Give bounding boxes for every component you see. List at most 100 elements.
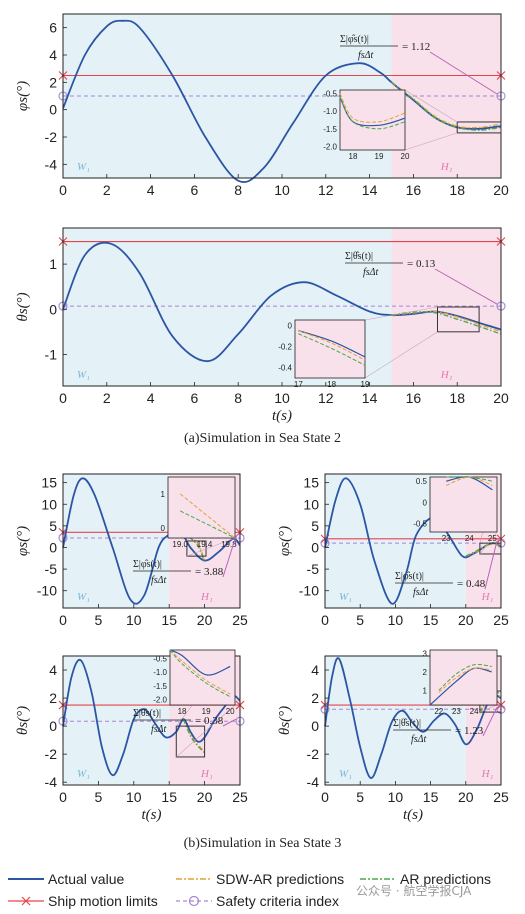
inset-y-tick-label: 0 (423, 498, 428, 507)
zoom-box (456, 121, 502, 134)
legend-actual-value: Actual value (8, 871, 125, 887)
inset-y-tick-label: -2.0 (153, 696, 167, 705)
x-tick-label: 8 (234, 182, 242, 198)
x-axis-label: t(s) (272, 408, 292, 424)
y-tick-label: -1 (45, 346, 58, 362)
x-axis-label: t(s) (142, 807, 162, 823)
annotation-arrow (429, 51, 498, 95)
x-tick-label: 10 (126, 789, 142, 805)
x-tick-label: 15 (161, 612, 177, 628)
inset-x-tick-label: 18 (327, 380, 336, 389)
x-tick-label: 18 (449, 182, 465, 198)
y-tick-label: 15 (41, 475, 57, 491)
sdw-ar-prediction-line (391, 310, 502, 333)
window-label: W₁ (339, 591, 352, 603)
x-tick-label: 2 (103, 182, 111, 198)
horizon-label: H₁ (200, 768, 213, 780)
inset-x-tick-label: 25 (488, 534, 497, 543)
inset-x-tick-label: 18 (178, 707, 187, 716)
horizon-label: H₁ (481, 768, 494, 780)
inset-x-tick-label: 20 (401, 152, 410, 161)
x-tick-label: 4 (147, 182, 155, 198)
ar-prediction-line (479, 691, 502, 713)
actual-value-line (62, 477, 241, 605)
horizon-label: H₁ (440, 369, 453, 381)
y-tick-label: -2 (45, 746, 58, 762)
horizon-label: H₁ (440, 161, 453, 173)
inset-x-tick-label: 19 (361, 380, 370, 389)
inset-x-tick-label: 22 (434, 707, 443, 716)
x-tick-label: 20 (493, 390, 509, 406)
annotation-numerator: Σ|φ̂s(t)| (395, 571, 424, 582)
y-tick-label: 0 (311, 539, 319, 555)
inset-y-tick-label: 1 (423, 686, 428, 695)
chart-a1: W₁ H₁ 0 2 4 6 8 10 12 14 16 18 20 -4 -2 0 2 4 6 φs(°) 18 19 20… (15, 13, 509, 198)
inset-y-tick-label: 3 (423, 650, 428, 659)
inset-sdw-line (169, 649, 231, 695)
annotation-numerator: Σ|φ̂s(t)| (133, 559, 162, 570)
annotation-numerator: Σ|θ̂s(t)| (345, 251, 373, 262)
legend-safety-criteria-index: Safety criteria index (174, 891, 374, 911)
y-tick-label: 2 (49, 74, 57, 90)
y-tick-label: -10 (37, 583, 57, 599)
x-tick-label: 10 (126, 612, 142, 628)
annotation-arrow (222, 718, 237, 727)
annotation-denominator: fsΔt (151, 724, 167, 735)
zoom-connector (479, 704, 498, 713)
x-tick-label: 5 (356, 789, 364, 805)
actual-value-line (324, 477, 502, 605)
window-label: W₁ (77, 161, 90, 173)
x-tick-label: 4 (147, 390, 155, 406)
inset-x-tick-label: 17 (294, 380, 303, 389)
inset-x-tick-label: 19 (375, 152, 384, 161)
annotation-numerator: Σ|θ̂s(t)| (393, 718, 421, 729)
x-tick-label: 5 (95, 789, 103, 805)
annotation-formula: Σ|θ̂s(t)| fsΔt = 0.38 (133, 708, 237, 735)
y-tick-label: -5 (307, 561, 320, 577)
x-tick-label: 20 (458, 789, 474, 805)
y-tick-label: 0 (49, 539, 57, 555)
zoom-connector (176, 704, 236, 758)
ar-prediction-line (391, 81, 502, 131)
x-tick-label: 15 (423, 789, 439, 805)
x-tick-label: 10 (388, 612, 404, 628)
y-tick-label: -10 (299, 583, 319, 599)
x-tick-label: 0 (59, 390, 67, 406)
chart-b3: W₁ H₁ 0 5 10 15 20 25 -4 -2 0 2 4 θs(°) t(s) 18 19 20 -0.5… (15, 649, 248, 823)
annotation-value: = 3.88 (195, 566, 224, 578)
inset-frame (167, 476, 236, 539)
inset-sdw-line (446, 476, 493, 486)
x-tick-label: 15 (161, 789, 177, 805)
annotation-value: = 1.23 (455, 725, 484, 737)
annotation-arrow (434, 268, 498, 305)
inset-sdw-line (438, 667, 492, 693)
ar-prediction-line (391, 311, 502, 335)
x-tick-label: 16 (406, 182, 422, 198)
y-tick-label: 1 (49, 256, 57, 272)
x-tick-label: 0 (59, 789, 67, 805)
inset-ar-line (438, 663, 492, 691)
y-tick-label: 4 (311, 662, 319, 678)
zoom-connector (364, 306, 438, 321)
x-tick-label: 5 (95, 612, 103, 628)
x-tick-label: 20 (493, 182, 509, 198)
inset-frame (294, 319, 366, 379)
zoom-box (479, 542, 502, 555)
inset-y-tick-label: -0.5 (153, 654, 167, 663)
x-tick-label: 14 (362, 182, 378, 198)
zoom-box (436, 306, 480, 333)
zoom-box (175, 725, 206, 758)
x-tick-label: 18 (449, 390, 465, 406)
y-tick-label: 10 (303, 496, 319, 512)
inset-ar-line (169, 649, 231, 698)
actual-value-line (62, 658, 241, 777)
inset-y-tick-label: -1.0 (153, 668, 167, 677)
inset-y-tick-label: 1 (161, 490, 166, 499)
x-tick-label: 0 (321, 789, 329, 805)
x-tick-label: 25 (493, 789, 509, 805)
inset-actual-line (169, 649, 231, 676)
inset-x-tick-label: 24 (470, 707, 479, 716)
